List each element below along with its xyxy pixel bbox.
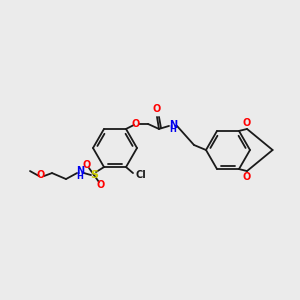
Text: O: O bbox=[243, 172, 251, 182]
Text: H: H bbox=[76, 172, 83, 181]
Text: O: O bbox=[243, 118, 251, 128]
Text: N: N bbox=[76, 166, 84, 176]
Text: O: O bbox=[132, 119, 140, 129]
Text: H: H bbox=[169, 125, 176, 134]
Text: S: S bbox=[90, 170, 98, 180]
Text: Cl: Cl bbox=[136, 170, 147, 180]
Text: O: O bbox=[153, 104, 161, 114]
Text: O: O bbox=[37, 170, 45, 180]
Text: O: O bbox=[97, 180, 105, 190]
Text: O: O bbox=[83, 160, 91, 170]
Text: N: N bbox=[169, 120, 177, 130]
